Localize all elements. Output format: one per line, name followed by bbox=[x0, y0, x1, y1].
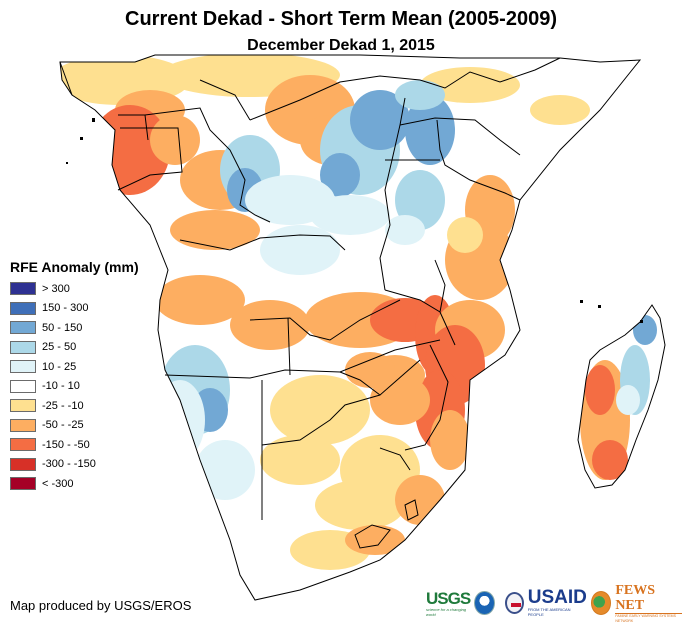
legend-label: 10 - 25 bbox=[42, 360, 77, 373]
anomaly-patch bbox=[405, 95, 455, 165]
anomaly-patch bbox=[585, 365, 615, 415]
usgs-logo-text: USGS bbox=[426, 588, 471, 608]
fews-net-logo: FEWS NET FAMINE EARLY WARNING SYSTEMS NE… bbox=[615, 583, 682, 624]
anomaly-patch bbox=[592, 440, 628, 480]
credit-text: Map produced by USGS/EROS bbox=[10, 598, 192, 613]
usaid-seal-icon bbox=[504, 592, 524, 614]
legend-label: 150 - 300 bbox=[42, 302, 89, 315]
anomaly-patch bbox=[260, 225, 340, 275]
legend-swatch bbox=[10, 321, 36, 335]
logo-bar: USGS science for a changing world USAID … bbox=[426, 583, 682, 623]
legend-swatch bbox=[10, 477, 36, 491]
legend-item: -10 - 10 bbox=[10, 377, 139, 397]
anomaly-patch bbox=[260, 435, 340, 485]
anomaly-patch bbox=[385, 215, 425, 245]
legend-item: < -300 bbox=[10, 474, 139, 494]
fews-net-tagline: FAMINE EARLY WARNING SYSTEMS NETWORK bbox=[615, 613, 676, 623]
legend-item: > 300 bbox=[10, 279, 139, 299]
anomaly-patch bbox=[310, 195, 390, 235]
anomaly-patch bbox=[530, 95, 590, 125]
country-borders bbox=[59, 54, 666, 601]
legend-swatch bbox=[10, 379, 36, 393]
usaid-logo: USAID FROM THE AMERICAN PEOPLE bbox=[527, 587, 587, 617]
usaid-tagline: FROM THE AMERICAN PEOPLE bbox=[527, 607, 571, 617]
map-subtitle: December Dekad 1, 2015 bbox=[247, 37, 435, 54]
anomaly-patch bbox=[395, 475, 445, 525]
anomaly-patch bbox=[420, 67, 520, 103]
legend: RFE Anomaly (mm) > 300 150 - 300 50 - 150 2… bbox=[10, 259, 139, 494]
fews-net-logo-text: FEWS NET bbox=[615, 583, 682, 614]
legend-title: RFE Anomaly (mm) bbox=[10, 259, 139, 275]
legend-swatch bbox=[10, 457, 36, 471]
anomaly-patch bbox=[270, 375, 370, 445]
legend-item: -25 - -10 bbox=[10, 396, 139, 416]
legend-label: -300 - -150 bbox=[42, 458, 96, 471]
anomaly-patch bbox=[616, 385, 640, 415]
legend-item: 150 - 300 bbox=[10, 299, 139, 319]
anomaly-patch bbox=[155, 380, 205, 460]
anomaly-patch bbox=[230, 300, 310, 350]
anomaly-patch bbox=[345, 352, 395, 388]
legend-label: 25 - 50 bbox=[42, 341, 77, 354]
legend-label: -50 - -25 bbox=[42, 419, 84, 432]
legend-label: < -300 bbox=[42, 477, 74, 490]
usgs-tagline: science for a changing world bbox=[426, 606, 467, 617]
anomaly-patch bbox=[345, 525, 405, 555]
legend-swatch bbox=[10, 282, 36, 296]
anomaly-patch bbox=[430, 410, 470, 470]
legend-label: -150 - -50 bbox=[42, 438, 90, 451]
map-title: Current Dekad - Short Term Mean (2005-20… bbox=[125, 8, 557, 30]
legend-label: -10 - 10 bbox=[42, 380, 80, 393]
anomaly-patch bbox=[195, 440, 255, 500]
fews-globe-icon bbox=[590, 591, 612, 615]
anomaly-patch bbox=[170, 210, 260, 250]
anomaly-patch bbox=[395, 80, 445, 110]
anomaly-patch bbox=[395, 170, 445, 230]
legend-swatch bbox=[10, 438, 36, 452]
legend-item: -50 - -25 bbox=[10, 416, 139, 436]
anomaly-patch bbox=[315, 480, 405, 530]
islands bbox=[66, 118, 643, 323]
anomaly-patch bbox=[320, 153, 360, 197]
anomaly-patch bbox=[447, 217, 483, 253]
legend-item: 25 - 50 bbox=[10, 338, 139, 358]
legend-swatch bbox=[10, 418, 36, 432]
legend-label: -25 - -10 bbox=[42, 399, 84, 412]
legend-item: -150 - -50 bbox=[10, 435, 139, 455]
legend-swatch bbox=[10, 340, 36, 354]
noaa-logo-icon bbox=[474, 591, 495, 615]
legend-item: -300 - -150 bbox=[10, 455, 139, 475]
legend-swatch bbox=[10, 399, 36, 413]
legend-swatch bbox=[10, 301, 36, 315]
usaid-logo-text: USAID bbox=[527, 587, 587, 608]
anomaly-patch bbox=[370, 375, 430, 425]
anomaly-patch bbox=[350, 90, 410, 150]
anomaly-patch bbox=[633, 315, 657, 345]
usgs-logo: USGS science for a changing world bbox=[426, 588, 471, 617]
legend-label: 50 - 150 bbox=[42, 321, 83, 334]
legend-label: > 300 bbox=[42, 282, 70, 295]
legend-swatch bbox=[10, 360, 36, 374]
anomaly-patch bbox=[155, 275, 245, 325]
anomaly-patch bbox=[150, 115, 200, 165]
legend-item: 10 - 25 bbox=[10, 357, 139, 377]
legend-item: 50 - 150 bbox=[10, 318, 139, 338]
